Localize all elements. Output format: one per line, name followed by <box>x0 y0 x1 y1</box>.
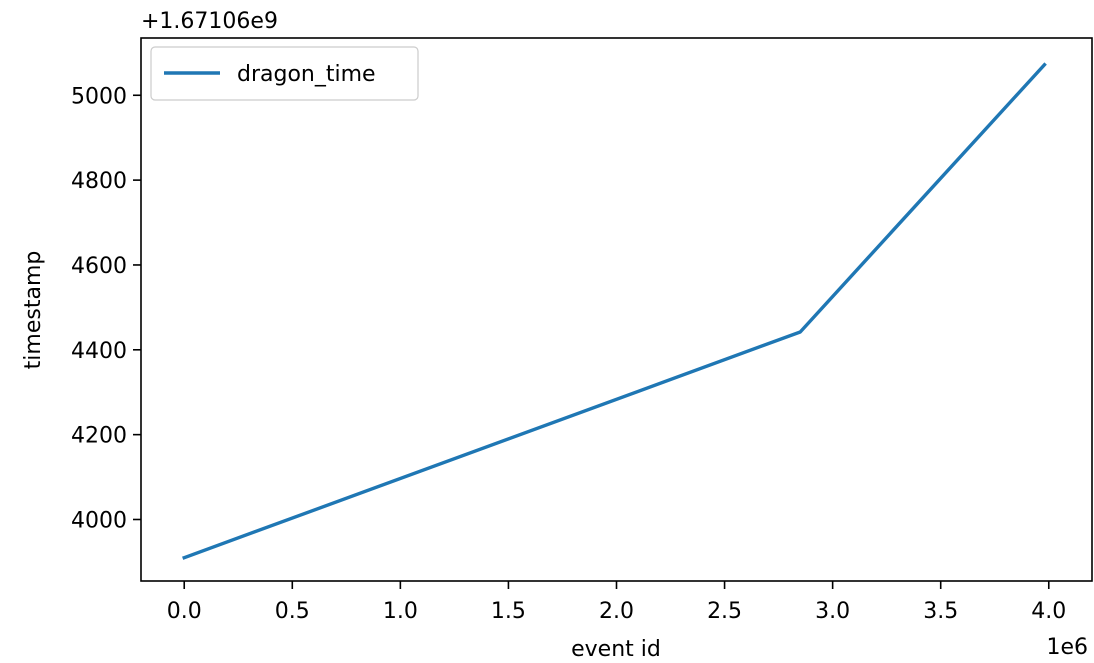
x-tick-label: 2.5 <box>707 599 742 624</box>
x-tick-label: 3.0 <box>815 599 850 624</box>
y-tick-label: 4600 <box>71 254 127 279</box>
x-tick-label: 1.5 <box>491 599 526 624</box>
legend-label-dragon_time: dragon_time <box>237 62 376 87</box>
y-tick-label: 4800 <box>71 169 127 194</box>
y-tick-label: 4000 <box>71 508 127 533</box>
series-line-dragon_time <box>182 62 1047 560</box>
y-tick-label: 4400 <box>71 339 127 364</box>
x-tick-label: 2.0 <box>599 599 634 624</box>
x-tick-label: 0.0 <box>167 599 202 624</box>
y-axis-label: timestamp <box>21 251 46 370</box>
plot-area-frame <box>140 37 1093 582</box>
x-tick-label: 0.5 <box>275 599 310 624</box>
legend: dragon_time <box>150 46 419 101</box>
y-offset-text: +1.67106e9 <box>141 9 278 34</box>
x-tick-label: 1.0 <box>383 599 418 624</box>
x-tick-label: 3.5 <box>923 599 958 624</box>
y-tick-label: 4200 <box>71 424 127 449</box>
x-axis-label: event id <box>571 637 661 662</box>
y-axis-ticks: 4000 4200 4400 4600 4800 5000 <box>71 84 141 533</box>
x-offset-text: 1e6 <box>1046 635 1088 660</box>
y-tick-label: 5000 <box>71 84 127 109</box>
x-tick-label: 4.0 <box>1031 599 1066 624</box>
series-layer <box>182 62 1047 560</box>
legend-box <box>150 46 419 101</box>
x-axis-ticks: 0.0 0.5 1.0 1.5 2.0 2.5 3.0 3.5 4.0 <box>167 581 1066 624</box>
